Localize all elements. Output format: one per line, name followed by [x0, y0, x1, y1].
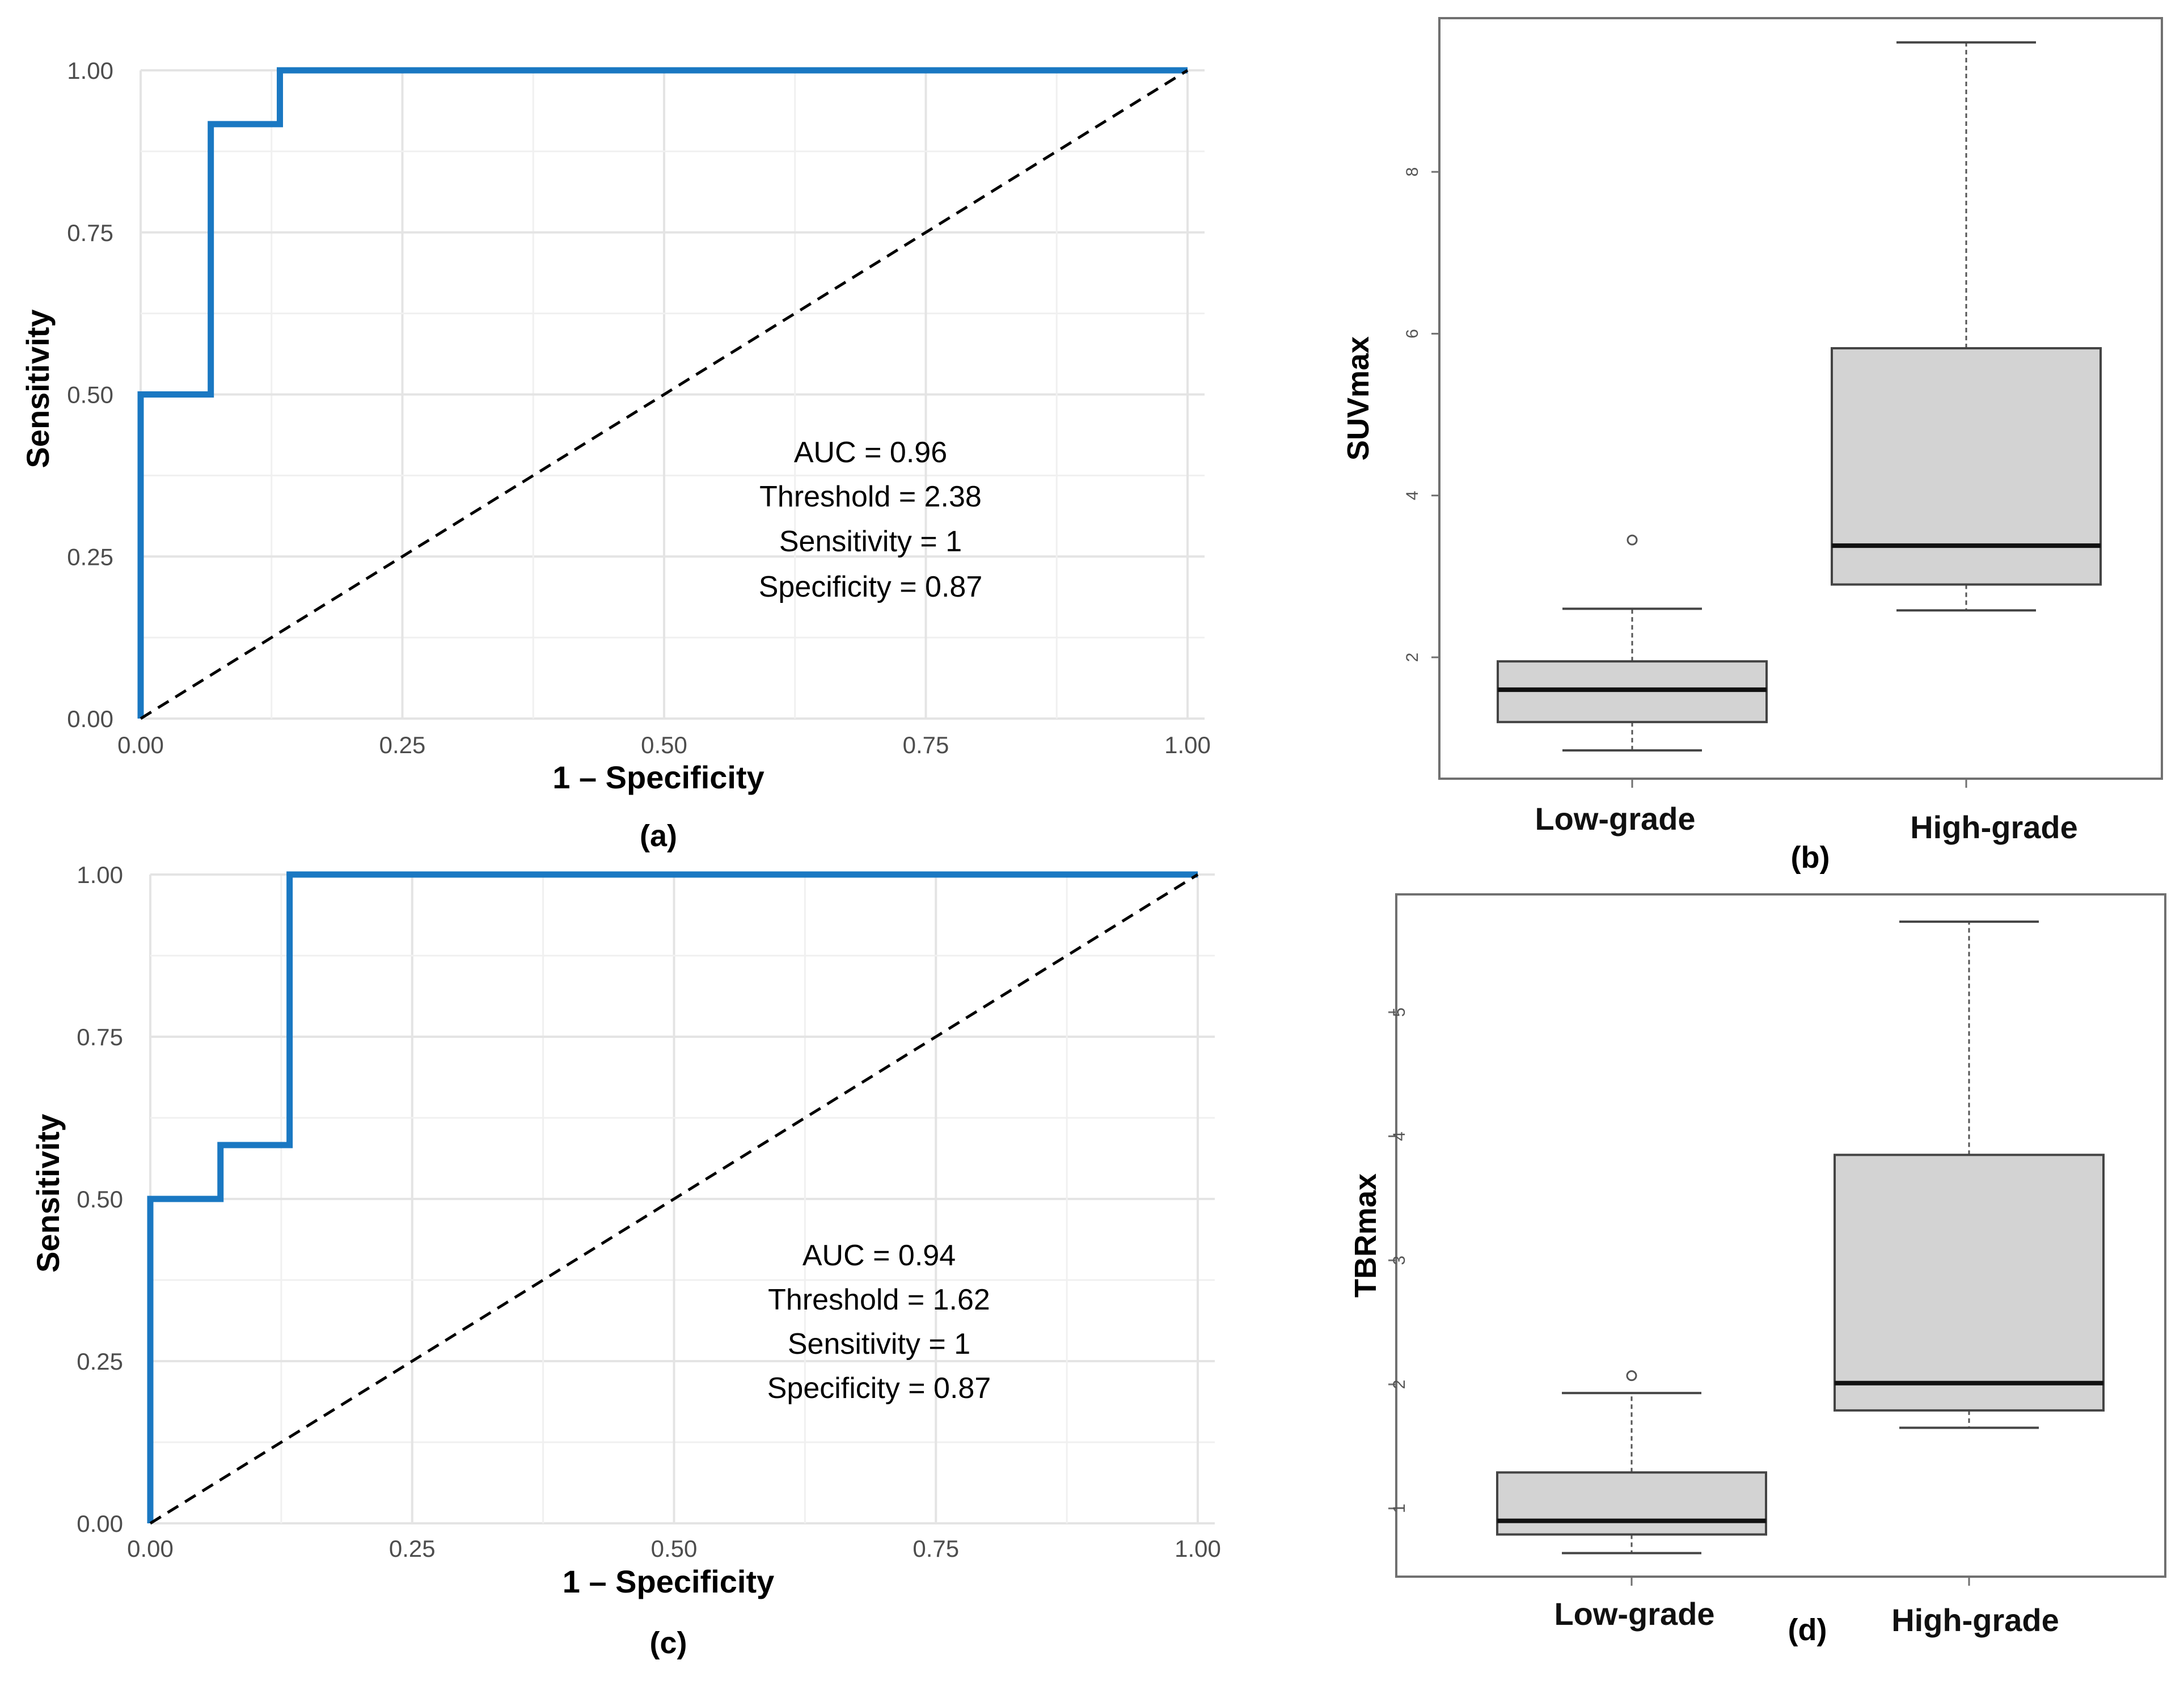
- box-low-grade: [1497, 534, 1768, 752]
- annotation-text: Sensitivity = 1: [779, 525, 962, 558]
- y-axis-title: Sensitivity: [30, 1114, 66, 1273]
- y-tick-label: 4: [1403, 491, 1422, 500]
- y-tick-label: 1: [1390, 1503, 1409, 1513]
- box-high-grade: [1834, 920, 2105, 1429]
- y-tick-label: 0.50: [77, 1186, 123, 1213]
- annotation-text: Threshold = 1.62: [768, 1283, 990, 1316]
- reference-diagonal-line: [149, 873, 1199, 1525]
- x-tick-label: 0.50: [651, 1535, 698, 1562]
- y-tick-label: 0.75: [77, 1024, 123, 1050]
- grid-lines: [140, 69, 1205, 720]
- roc-curve-line: [147, 871, 1198, 1523]
- y-tick-label: 5: [1390, 1007, 1409, 1017]
- y-tick-label: 0.25: [77, 1348, 123, 1375]
- y-tick-label: 1.00: [77, 861, 123, 888]
- x-tick-label: 1.00: [1164, 732, 1211, 758]
- iqr-box: [1834, 1154, 2105, 1412]
- x-tick-label: 0.00: [127, 1535, 174, 1562]
- x-tick-label: 0.75: [913, 1535, 959, 1562]
- x-tick-label: 1.00: [1175, 1535, 1221, 1562]
- y-tick-label: 8: [1403, 167, 1422, 177]
- box-high-grade: [1831, 41, 2102, 612]
- reference-diagonal-line: [140, 69, 1189, 720]
- x-axis-title: 1 – Specificity: [563, 1564, 775, 1599]
- panel-d-boxplot-chart: 1 2 3 4 5 Low-grade High-grade TBRmax (d): [1349, 893, 2166, 1647]
- annotation-text: Specificity = 0.87: [767, 1372, 991, 1405]
- y-tick-label: 1.00: [67, 57, 113, 84]
- y-tick-label: 0.75: [67, 219, 113, 246]
- category-label: High-grade: [1910, 809, 2078, 845]
- category-label: Low-grade: [1554, 1596, 1714, 1632]
- category-label: High-grade: [1891, 1602, 2059, 1638]
- annotation-text: AUC = 0.94: [802, 1239, 956, 1272]
- y-axis-title: SUVmax: [1341, 336, 1375, 461]
- outlier-point: [1626, 1370, 1637, 1382]
- x-tick-label: 0.75: [903, 732, 949, 758]
- box-low-grade: [1496, 1370, 1767, 1555]
- plot-frame: [1438, 17, 2163, 780]
- panel-label: (a): [640, 819, 677, 853]
- roc-curve-line: [137, 67, 1188, 719]
- plot-frame: [1395, 893, 2166, 1578]
- panel-label: (b): [1791, 840, 1830, 875]
- panel-c-roc-chart: 0.00 0.25 0.50 0.75 1.00 0.00 0.25 0.50 0.75 1.00…: [30, 861, 1221, 1660]
- category-label: Low-grade: [1535, 801, 1695, 837]
- y-tick-label: 0.00: [77, 1510, 123, 1537]
- y-tick-label: 3: [1390, 1256, 1409, 1265]
- y-tick-label: 6: [1403, 329, 1422, 339]
- iqr-box: [1831, 347, 2102, 586]
- x-tick-label: 0.00: [117, 732, 164, 758]
- y-tick-label: 2: [1403, 653, 1422, 662]
- x-axis-title: 1 – Specificity: [552, 759, 764, 795]
- iqr-box: [1496, 1471, 1767, 1536]
- x-tick-label: 0.25: [379, 732, 426, 758]
- x-tick-label: 0.25: [389, 1535, 436, 1562]
- annotation-text: Threshold = 2.38: [759, 480, 982, 513]
- y-tick-label: 4: [1390, 1131, 1409, 1141]
- annotation-text: Sensitivity = 1: [788, 1328, 970, 1361]
- y-tick-label: 0.25: [67, 543, 113, 570]
- panel-label: (c): [650, 1626, 687, 1660]
- y-tick-label: 2: [1390, 1380, 1409, 1389]
- panel-b-boxplot-chart: 2 4 6 8 Low-grade High-grade SUVmax (b): [1341, 17, 2163, 875]
- annotation-text: AUC = 0.96: [794, 436, 947, 469]
- y-axis-title: TBRmax: [1349, 1173, 1383, 1298]
- x-tick-label: 0.50: [641, 732, 687, 758]
- y-axis-title: Sensitivity: [20, 309, 56, 468]
- panel-a-roc-chart: 0.00 0.25 0.50 0.75 1.00 0.00 0.25 0.50 0.75 1.00…: [20, 57, 1211, 853]
- y-tick-label: 0.00: [67, 706, 113, 732]
- annotation-text: Specificity = 0.87: [759, 571, 983, 603]
- y-tick-label: 0.50: [67, 382, 113, 408]
- panel-label: (d): [1788, 1613, 1827, 1647]
- outlier-point: [1627, 534, 1638, 546]
